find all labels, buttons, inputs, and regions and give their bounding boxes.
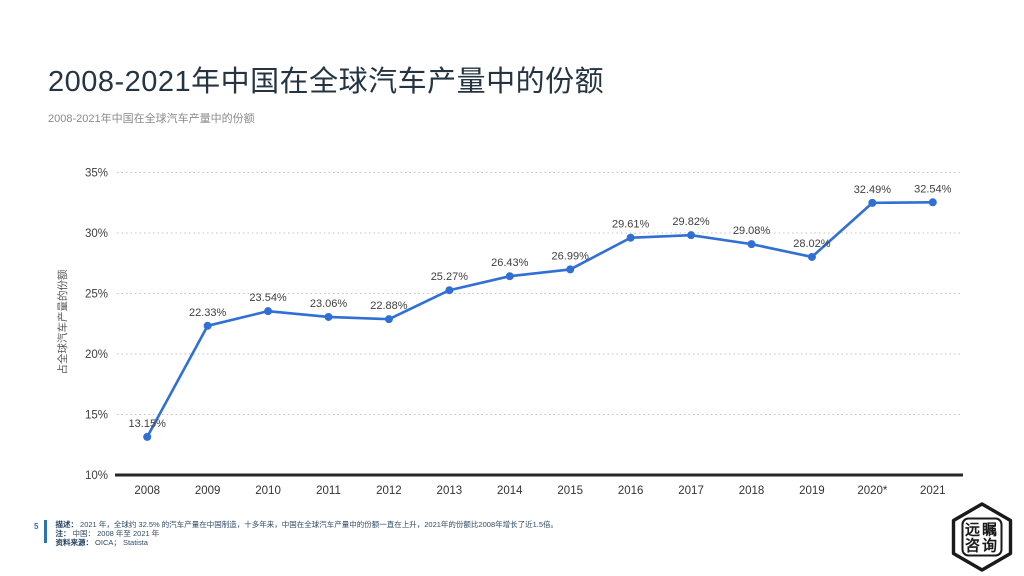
data-point (384, 315, 393, 324)
page-number: 5 (34, 522, 39, 531)
data-point (324, 312, 333, 321)
data-point (445, 286, 454, 295)
x-tick-label: 2008 (134, 485, 160, 497)
x-tick-label: 2019 (799, 485, 825, 497)
data-point (626, 233, 635, 242)
data-point (566, 265, 575, 274)
footer-accent-bar (44, 520, 48, 543)
data-point (868, 198, 877, 207)
data-point (928, 198, 937, 207)
company-logo-text-line1: 远瞩 (965, 522, 999, 539)
footer-source: 资料来源： OICA； Statista (55, 538, 558, 547)
y-tick-label: 30% (85, 228, 108, 240)
x-tick-label: 2009 (195, 485, 221, 497)
footer: 5 描述： 2021 年，全球约 32.5% 的汽车产量在中国制造，十多年来，中… (34, 520, 558, 547)
y-tick-label: 15% (85, 410, 108, 422)
footer-source-label: 资料来源： (55, 538, 93, 547)
page-title: 2008-2021年中国在全球汽车产量中的份额 (48, 66, 605, 98)
data-point-label: 29.08% (733, 225, 771, 237)
x-tick-label: 2020* (857, 485, 888, 497)
x-tick-label: 2010 (255, 485, 281, 497)
y-tick-label: 20% (85, 349, 108, 361)
footer-note-label: 注： (55, 529, 71, 538)
data-point-label: 28.02% (793, 238, 831, 250)
data-point-label: 29.61% (612, 219, 650, 231)
data-point (143, 432, 152, 441)
y-axis-title: 占全球汽车产量的份额 (56, 269, 69, 374)
data-point (807, 252, 816, 261)
data-point (264, 307, 273, 316)
x-tick-label: 2016 (618, 485, 644, 497)
footer-description-text: 2021 年，全球约 32.5% 的汽车产量在中国制造，十多年来，中国在全球汽车… (80, 520, 559, 529)
x-tick-label: 2013 (437, 485, 463, 497)
data-point (203, 321, 212, 330)
x-tick-label: 2011 (316, 485, 341, 497)
data-point-label: 32.49% (854, 184, 892, 196)
y-tick-label: 25% (85, 289, 108, 301)
data-point (747, 240, 756, 249)
data-point (505, 272, 514, 281)
data-point-label: 23.06% (310, 298, 348, 310)
y-tick-label: 35% (85, 168, 108, 180)
footer-note-text: 中国： 2008 年至 2021 年 (72, 529, 160, 538)
footer-description-label: 描述： (55, 520, 78, 529)
data-point-label: 23.54% (249, 292, 287, 304)
company-logo: 远瞩 咨询 (950, 502, 1014, 572)
x-tick-label: 2018 (739, 485, 765, 497)
data-point-label: 26.99% (552, 250, 590, 262)
x-tick-label: 2014 (497, 485, 523, 497)
data-point-label: 13.15% (129, 418, 167, 430)
data-point-label: 22.33% (189, 307, 227, 319)
data-point-label: 26.43% (491, 257, 529, 269)
x-tick-label: 2015 (557, 485, 583, 497)
company-logo-hexagon-icon: 远瞩 咨询 (951, 502, 1013, 572)
x-tick-label: 2017 (678, 485, 704, 497)
company-logo-text-line2: 咨询 (965, 537, 999, 555)
data-point-label: 29.82% (672, 216, 710, 228)
x-tick-label: 2021 (920, 485, 946, 497)
footer-note: 注： 中国： 2008 年至 2021 年 (55, 529, 558, 538)
data-point-label: 25.27% (431, 271, 469, 283)
x-tick-label: 2012 (376, 485, 402, 497)
y-tick-label: 10% (85, 470, 108, 482)
trend-line (145, 200, 935, 439)
data-point-label: 22.88% (370, 300, 408, 312)
footer-description: 描述： 2021 年，全球约 32.5% 的汽车产量在中国制造，十多年来，中国在… (55, 520, 558, 529)
footer-notes: 描述： 2021 年，全球约 32.5% 的汽车产量在中国制造，十多年来，中国在… (55, 520, 558, 547)
footer-source-text: OICA； Statista (95, 538, 148, 547)
chart-subtitle: 2008-2021年中国在全球汽车产量中的份额 (48, 113, 255, 125)
data-point (687, 231, 696, 240)
data-point-label: 32.54% (914, 183, 952, 195)
